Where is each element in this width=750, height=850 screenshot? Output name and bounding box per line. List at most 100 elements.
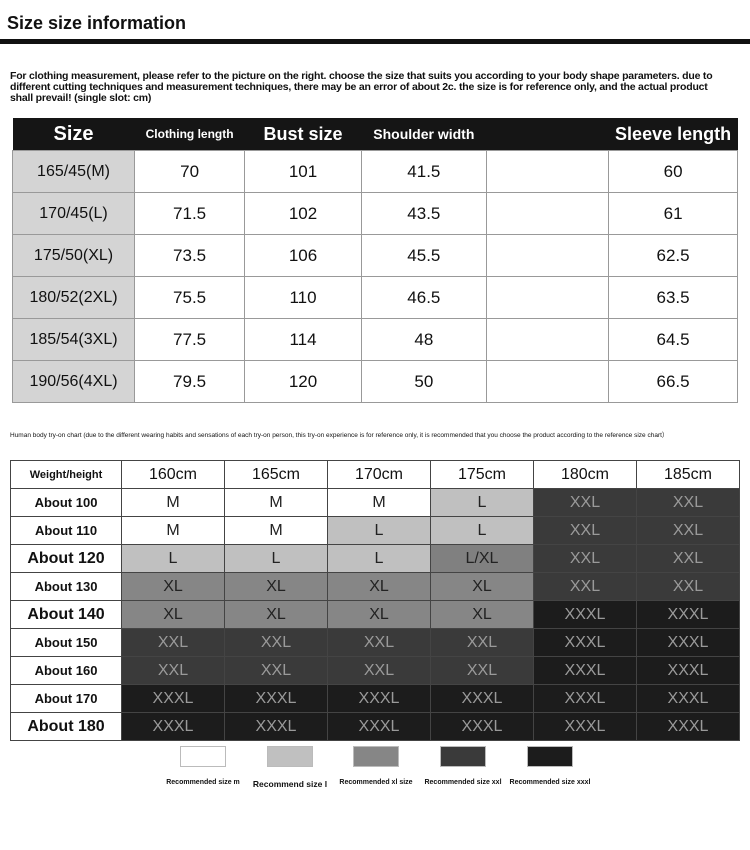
- tryon-cell: XXXL: [533, 712, 637, 741]
- tryon-cell: XL: [327, 600, 431, 629]
- size-table-row: 165/45(M) 70 101 41.5 60: [11, 150, 738, 193]
- tryon-cell: XXXL: [327, 684, 431, 713]
- tryon-cell: XL: [121, 572, 225, 601]
- tryon-height-header: 175cm: [430, 460, 534, 489]
- tryon-weight-label: About 160: [10, 656, 122, 685]
- size-table-cell: 61: [608, 192, 738, 235]
- page-title: Size size information: [7, 13, 187, 33]
- tryon-height-header: 160cm: [121, 460, 225, 489]
- tryon-cell: XXXL: [636, 656, 740, 685]
- tryon-cell: XXL: [121, 628, 225, 657]
- tryon-cell: XXXL: [533, 656, 637, 685]
- size-table-cell: 106: [244, 234, 362, 277]
- tryon-row: About 100 M M M L XXL XXL: [10, 488, 740, 517]
- tryon-cell: XXL: [533, 572, 637, 601]
- tryon-cell: L: [327, 544, 431, 573]
- tryon-row: About 170 XXXL XXXL XXXL XXXL XXXL XXXL: [10, 684, 740, 713]
- tryon-cell: XXXL: [636, 600, 740, 629]
- tryon-row: About 180 XXXL XXXL XXXL XXXL XXXL XXXL: [10, 712, 740, 741]
- size-table-cell: 48: [360, 318, 487, 361]
- tryon-cell: XXXL: [636, 628, 740, 657]
- legend-swatch: [527, 746, 573, 767]
- tryon-cell: XXXL: [224, 684, 328, 713]
- tryon-cell: L: [121, 544, 225, 573]
- size-table-header: Sleeve length: [608, 118, 738, 151]
- tryon-row: About 160 XXL XXL XXL XXL XXXL XXXL: [10, 656, 740, 685]
- size-table-row: 180/52(2XL) 75.5 110 46.5 63.5: [11, 276, 738, 319]
- tryon-cell: L/XL: [430, 544, 534, 573]
- tryon-cell: XL: [430, 572, 534, 601]
- size-table-cell: 45.5: [360, 234, 487, 277]
- size-table-cell: 180/52(2XL): [11, 276, 136, 319]
- tryon-cell: XXXL: [430, 712, 534, 741]
- size-table-header: Bust size: [244, 118, 362, 151]
- tryon-height-header: 180cm: [533, 460, 637, 489]
- tryon-row: About 150 XXL XXL XXL XXL XXXL XXXL: [10, 628, 740, 657]
- legend-item: Recommended size xxl: [418, 746, 508, 786]
- legend-label: Recommended size m: [166, 779, 240, 786]
- size-table-cell: 70: [134, 150, 246, 193]
- tryon-cell: M: [224, 488, 328, 517]
- size-table-cell: 63.5: [608, 276, 738, 319]
- tryon-cell: XL: [430, 600, 534, 629]
- legend-swatch: [267, 746, 313, 767]
- size-table-cell: [485, 318, 610, 361]
- tryon-cell: XXL: [636, 516, 740, 545]
- tryon-cell: XL: [224, 600, 328, 629]
- legend-item: Recommended size xxxl: [505, 746, 595, 786]
- size-table-cell: 46.5: [360, 276, 487, 319]
- size-table-cell: 71.5: [134, 192, 246, 235]
- size-table-header: Shoulder width: [361, 118, 487, 151]
- size-table-cell: 175/50(XL): [11, 234, 136, 277]
- tryon-cell: XXL: [533, 488, 637, 517]
- tryon-weight-label: About 100: [10, 488, 122, 517]
- tryon-cell: XL: [327, 572, 431, 601]
- tryon-weight-label: About 180: [10, 712, 122, 741]
- tryon-cell: XXXL: [121, 684, 225, 713]
- tryon-cell: L: [327, 516, 431, 545]
- tryon-cell: XXL: [533, 544, 637, 573]
- tryon-cell: XXXL: [636, 712, 740, 741]
- tryon-cell: M: [121, 488, 225, 517]
- tryon-cell: XXL: [224, 656, 328, 685]
- tryon-cell: M: [121, 516, 225, 545]
- size-table: Size Clothing length Bust size Shoulder wid…: [11, 118, 738, 403]
- tryon-cell: XXL: [327, 628, 431, 657]
- size-table-cell: 190/56(4XL): [11, 360, 136, 403]
- size-table-header: [486, 118, 609, 151]
- tryon-table: Weight/height 160cm 165cm 170cm 175cm 180cm 18…: [10, 460, 740, 741]
- tryon-cell: M: [327, 488, 431, 517]
- size-table-cell: 102: [244, 192, 362, 235]
- legend-swatch: [440, 746, 486, 767]
- size-table-cell: 41.5: [360, 150, 487, 193]
- tryon-cell: L: [430, 488, 534, 517]
- legend-swatch: [353, 746, 399, 767]
- legend-item: Recommended size m: [158, 746, 248, 786]
- tryon-cell: L: [430, 516, 534, 545]
- size-table-cell: [485, 276, 610, 319]
- size-table-cell: 60: [608, 150, 738, 193]
- tryon-cell: XXL: [224, 628, 328, 657]
- tryon-row: About 130 XL XL XL XL XXL XXL: [10, 572, 740, 601]
- tryon-cell: XXL: [636, 572, 740, 601]
- tryon-cell: XXXL: [636, 684, 740, 713]
- tryon-weight-label: About 140: [10, 600, 122, 629]
- tryon-weight-label: About 110: [10, 516, 122, 545]
- size-table-cell: 114: [244, 318, 362, 361]
- tryon-row: About 120 L L L L/XL XXL XXL: [10, 544, 740, 573]
- size-table-cell: 120: [244, 360, 362, 403]
- tryon-cell: XXXL: [533, 684, 637, 713]
- size-table-row: 190/56(4XL) 79.5 120 50 66.5: [11, 360, 738, 403]
- size-table-cell: 43.5: [360, 192, 487, 235]
- tryon-weight-label: About 170: [10, 684, 122, 713]
- size-table-cell: 165/45(M): [11, 150, 136, 193]
- tryon-height-header: 170cm: [327, 460, 431, 489]
- size-table-cell: [485, 150, 610, 193]
- measurement-note: For clothing measurement, please refer t…: [10, 70, 713, 104]
- size-table-cell: [485, 192, 610, 235]
- title-divider: [0, 39, 750, 44]
- size-table-header: Size: [12, 118, 135, 151]
- size-table-cell: 50: [360, 360, 487, 403]
- size-table-row: 185/54(3XL) 77.5 114 48 64.5: [11, 318, 738, 361]
- tryon-note: Human body try-on chart (due to the diff…: [10, 432, 669, 439]
